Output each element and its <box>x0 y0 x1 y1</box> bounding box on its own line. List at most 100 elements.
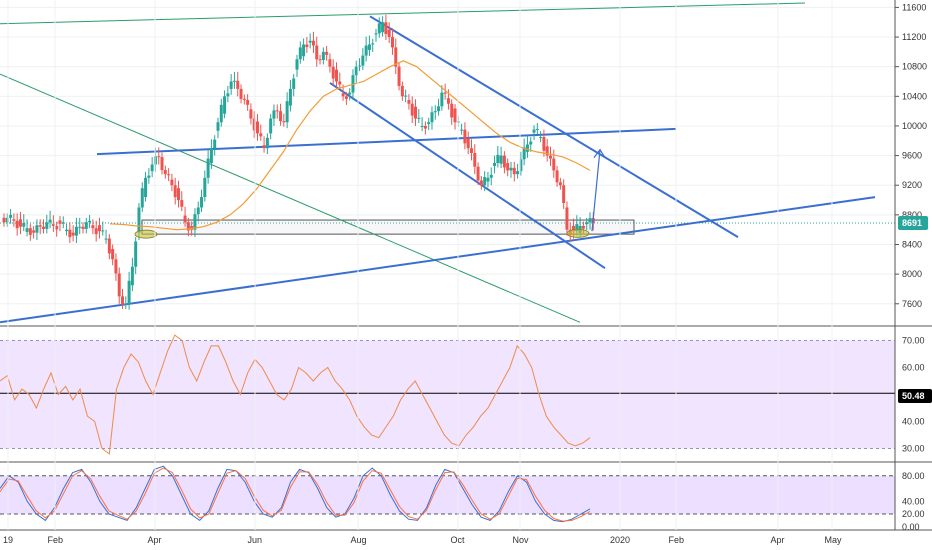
candle-body <box>558 182 562 186</box>
price-tick-label: 10000 <box>902 121 927 131</box>
candle-body <box>522 147 526 160</box>
candle-body <box>443 92 447 94</box>
time-tick-label: May <box>825 535 843 545</box>
candle-body <box>48 219 52 223</box>
time-tick-label: Nov <box>513 535 530 545</box>
candle-body <box>32 230 36 233</box>
stoch-band-fill <box>0 475 895 515</box>
candle-body <box>377 23 381 34</box>
candle-body <box>502 155 506 168</box>
candle-body <box>262 145 266 149</box>
candle-body <box>144 177 148 198</box>
rsi-level-tag-bg <box>898 389 932 403</box>
candle-body <box>588 218 592 223</box>
stoch-tick-label: 0.00 <box>902 522 920 532</box>
candle-body <box>279 111 283 122</box>
trendline-horizontal-blue-line <box>96 127 677 156</box>
candle-body <box>585 222 589 225</box>
candle-body <box>466 138 470 149</box>
rsi-tick-label: 70.00 <box>902 336 925 346</box>
candle-body <box>176 188 180 201</box>
candle-body <box>25 228 29 232</box>
candle-body <box>463 129 467 144</box>
projection-arrow-shaft <box>591 149 601 232</box>
support-zone-rect <box>141 219 635 235</box>
price-panel[interactable] <box>0 2 895 324</box>
candle-body <box>94 228 98 235</box>
candle-body <box>88 220 92 223</box>
candle-body <box>394 47 398 67</box>
candle-body <box>348 92 352 95</box>
rsi-panel[interactable] <box>0 334 895 455</box>
trendline-long-term-green-resistance <box>0 2 806 25</box>
price-axis[interactable]: 11600 11200 10800 10400 10000 9600 9200 8800 840… <box>0 0 932 532</box>
candle-body <box>28 228 32 235</box>
candle-body <box>114 259 118 274</box>
candle-body <box>575 224 579 232</box>
trendline-rising-blue-support <box>0 196 876 324</box>
candle-body <box>509 167 513 171</box>
candle-body <box>529 141 533 145</box>
candle-body <box>121 296 125 305</box>
candle-body <box>476 166 480 181</box>
candle-body <box>180 200 184 207</box>
price-tick-label: 9600 <box>902 151 922 161</box>
candle-body <box>483 177 487 186</box>
candle-body <box>117 273 121 297</box>
candle-body <box>397 66 401 86</box>
candle-body <box>440 92 444 107</box>
time-tick-label: Aug <box>351 535 367 545</box>
candle-body <box>223 96 227 114</box>
candle-body <box>203 177 207 198</box>
candle-body <box>216 122 220 131</box>
candle-body <box>374 33 378 35</box>
candle-body <box>407 100 411 104</box>
last-price-tag: 8691 <box>898 215 928 230</box>
candle-body <box>45 222 49 229</box>
candle-body <box>183 215 187 223</box>
candle-body <box>512 167 516 175</box>
candle-body <box>65 229 69 232</box>
candle-body <box>315 45 319 60</box>
candle-body <box>130 266 134 286</box>
candle-body <box>308 40 312 43</box>
candle-body <box>38 225 42 227</box>
candle-body <box>18 219 22 227</box>
candle-body <box>150 164 154 172</box>
candle-body <box>127 280 131 304</box>
price-tick-label: 8000 <box>902 269 922 279</box>
time-axis[interactable]: 19 Feb Apr Jun Aug Oct Nov 2020 Feb Apr May <box>3 0 842 545</box>
candle-body <box>9 214 13 218</box>
candle-body <box>97 225 101 232</box>
candle-body <box>5 217 9 223</box>
candle-body <box>381 22 385 33</box>
stoch-tick-label: 20.00 <box>902 509 925 519</box>
candle-body <box>147 175 151 178</box>
price-tick-label: 8400 <box>902 240 922 250</box>
candle-body <box>311 40 315 46</box>
candle-body <box>298 47 302 60</box>
candle-body <box>539 137 543 139</box>
rsi-level-tag: 50.48 <box>898 389 932 403</box>
candle-body <box>469 148 473 153</box>
candle-body <box>446 98 450 104</box>
stochastic-panel[interactable] <box>0 465 895 523</box>
candle-body <box>417 117 421 119</box>
candle-body <box>61 222 65 224</box>
candle-body <box>532 129 536 133</box>
candle-body <box>200 197 204 208</box>
candle-body <box>581 225 585 229</box>
candle-body <box>414 106 418 119</box>
candle-body <box>22 223 26 227</box>
candle-body <box>295 59 299 70</box>
candle-body <box>288 88 292 106</box>
candle-body <box>71 232 75 236</box>
candle-body <box>548 155 552 159</box>
candle-body <box>410 103 414 116</box>
rsi-tick-label: 60.00 <box>902 363 925 373</box>
candle-body <box>404 95 408 97</box>
candle-body <box>338 81 342 85</box>
candle-body <box>134 241 138 267</box>
candle-body <box>242 98 246 101</box>
